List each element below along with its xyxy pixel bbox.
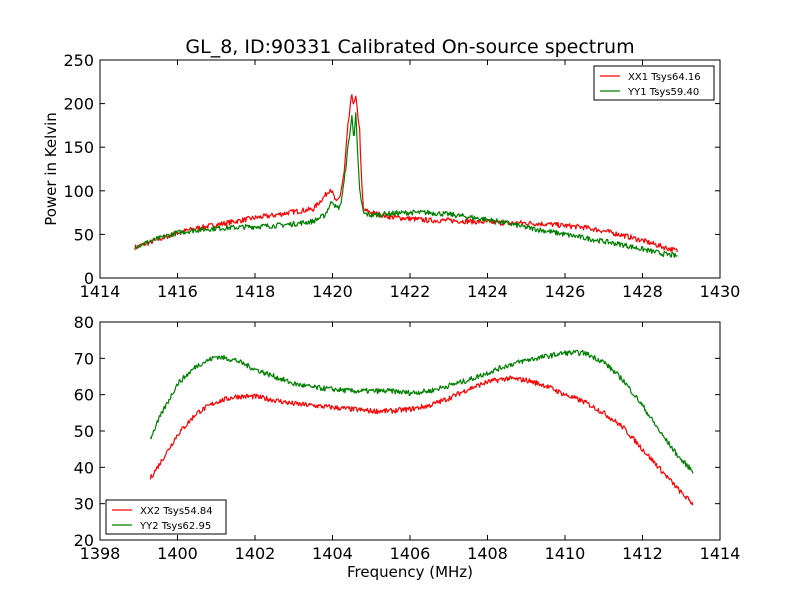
x-tick-label: 1410 (545, 544, 586, 563)
series-line-2 (134, 112, 678, 258)
x-tick-label: 1414 (80, 282, 121, 301)
x-tick-label: 1402 (235, 544, 276, 563)
y-tick-label: 80 (74, 313, 94, 332)
series-line-1 (149, 375, 694, 506)
legend-box (593, 65, 715, 101)
x-tick-label: 1406 (390, 544, 431, 563)
y-tick-label: 70 (74, 349, 94, 368)
y-tick-label: 20 (74, 531, 94, 550)
y-tick-label: 150 (63, 138, 94, 157)
x-tick-label: 1412 (622, 544, 663, 563)
x-axis-label: Frequency (MHz) (347, 563, 473, 581)
legend-label: XX1 Tsys64.16 (628, 72, 701, 83)
spectrum-panel-bottom: 1398 1400 1402 1404 1406 1408 1410 1412 1414 20 30… (74, 313, 741, 581)
x-tick-label: 1416 (157, 282, 198, 301)
x-tick-label: 1414 (700, 544, 741, 563)
legend-label: XX2 Tsys54.84 (140, 506, 213, 517)
series-line-2 (149, 349, 694, 474)
x-tick-label: 1418 (235, 282, 276, 301)
y-tick-label: 100 (63, 182, 94, 201)
x-tick-label: 1398 (80, 544, 121, 563)
x-tick-label: 1420 (312, 282, 353, 301)
y-tick-label: 0 (84, 269, 94, 288)
y-tick-label: 200 (63, 95, 94, 114)
x-tick-label: 1424 (467, 282, 508, 301)
y-tick-label: 50 (74, 225, 94, 244)
legend: XX2 Tsys54.84 YY2 Tsys62.95 (105, 499, 227, 535)
x-tick-label: 1400 (157, 544, 198, 563)
series-line-1 (134, 94, 678, 253)
x-tick-label: 1422 (390, 282, 431, 301)
y-tick-label: 40 (74, 458, 94, 477)
x-tick-label: 1430 (700, 282, 741, 301)
x-tick-label: 1408 (467, 544, 508, 563)
legend: XX1 Tsys64.16 YY1 Tsys59.40 (593, 65, 715, 101)
spectrum-panel-top: 1414 1416 1418 1420 1422 1424 1426 1428 1430 0 50 1… (42, 51, 740, 301)
y-tick-label: 60 (74, 386, 94, 405)
y-tick-label: 30 (74, 495, 94, 514)
x-tick-label: 1426 (545, 282, 586, 301)
legend-label: YY1 Tsys59.40 (627, 87, 699, 98)
y-tick-label: 250 (63, 51, 94, 70)
y-tick-label: 50 (74, 422, 94, 441)
x-tick-label: 1428 (622, 282, 663, 301)
chart-title: GL_8, ID:90331 Calibrated On-source spec… (185, 36, 634, 58)
legend-box (105, 499, 227, 535)
y-axis-label: Power in Kelvin (42, 112, 60, 226)
legend-label: YY2 Tsys62.95 (139, 521, 211, 532)
x-tick-label: 1404 (312, 544, 353, 563)
